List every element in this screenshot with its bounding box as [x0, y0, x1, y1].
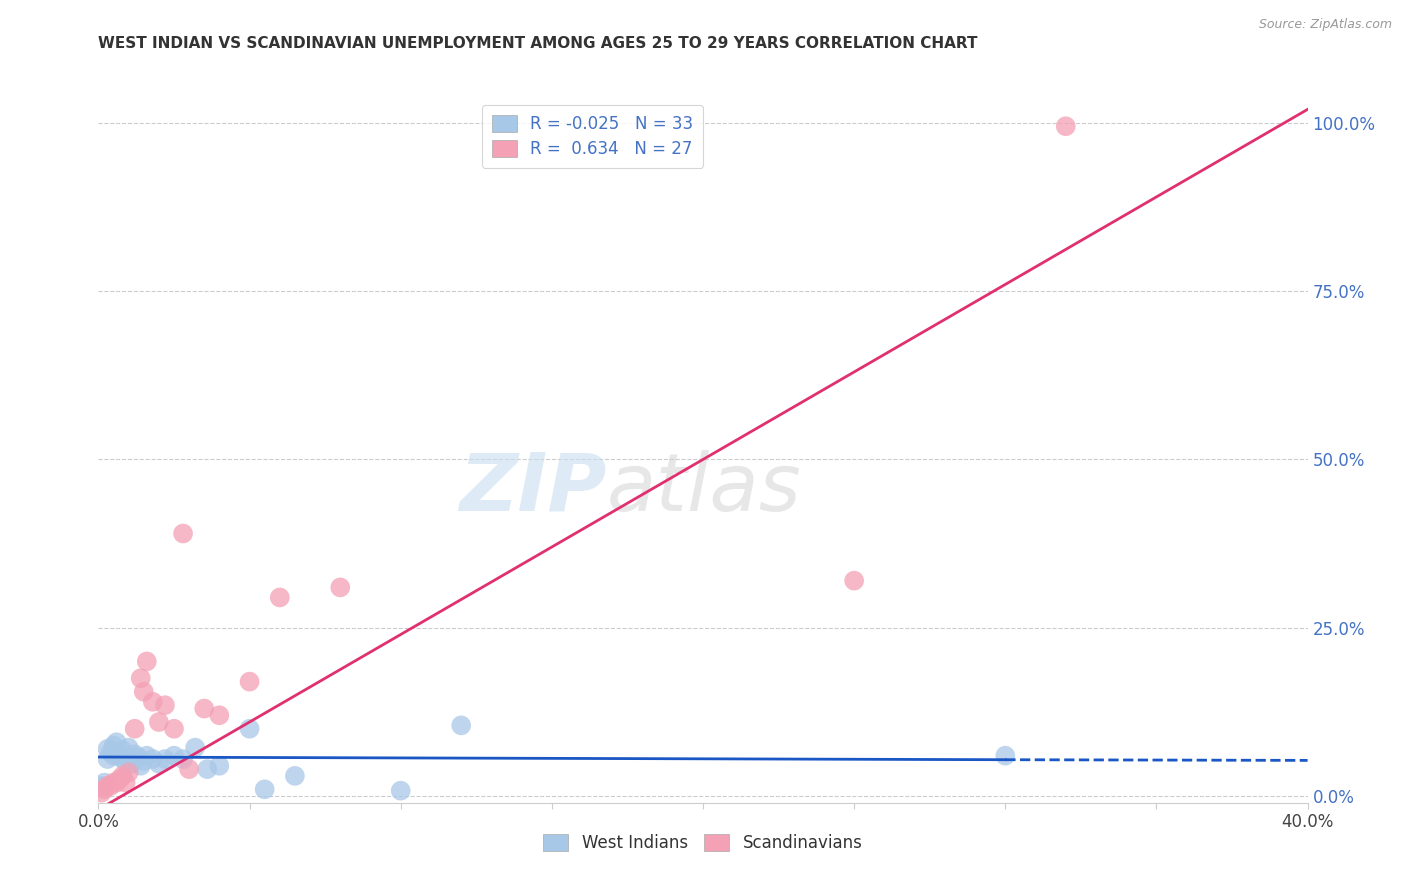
Point [193, 701, 215, 715]
Point [239, 674, 262, 689]
Point [114, 775, 136, 789]
Point [114, 756, 136, 770]
Point [103, 748, 125, 763]
Point [111, 769, 134, 783]
Point [450, 718, 472, 732]
Point [118, 765, 141, 780]
Point [90, 786, 112, 800]
Point [93, 775, 115, 789]
Point [195, 762, 218, 776]
Point [329, 580, 352, 594]
Point [100, 745, 122, 759]
Point [148, 714, 170, 729]
Point [93, 782, 115, 797]
Point [253, 782, 276, 797]
Legend: West Indians, Scandinavians: West Indians, Scandinavians [537, 827, 869, 859]
Point [100, 779, 122, 793]
Point [1054, 120, 1077, 134]
Point [103, 739, 125, 753]
Point [121, 756, 143, 771]
Point [129, 671, 152, 685]
Point [90, 779, 112, 793]
Text: atlas: atlas [606, 450, 801, 528]
Text: WEST INDIAN VS SCANDINAVIAN UNEMPLOYMENT AMONG AGES 25 TO 29 YEARS CORRELATION C: WEST INDIAN VS SCANDINAVIAN UNEMPLOYMENT… [98, 36, 979, 51]
Point [129, 758, 152, 772]
Point [208, 708, 231, 723]
Point [163, 722, 186, 736]
Point [208, 758, 231, 772]
Point [153, 752, 176, 766]
Point [142, 695, 165, 709]
Point [994, 748, 1017, 763]
Point [135, 748, 157, 763]
Point [269, 591, 291, 605]
Point [127, 750, 149, 764]
Point [142, 752, 165, 766]
Point [124, 722, 146, 736]
Point [844, 574, 866, 588]
Point [96, 742, 118, 756]
Point [284, 769, 307, 783]
Point [108, 750, 131, 764]
Point [163, 748, 186, 763]
Point [124, 747, 146, 762]
Point [118, 740, 141, 755]
Point [118, 752, 141, 766]
Point [105, 735, 128, 749]
Point [105, 775, 128, 789]
Point [135, 655, 157, 669]
Point [148, 756, 170, 771]
Point [172, 526, 194, 541]
Point [184, 740, 207, 755]
Point [96, 752, 118, 766]
Point [153, 698, 176, 713]
Text: ZIP: ZIP [458, 450, 606, 528]
Point [389, 783, 412, 797]
Point [132, 754, 155, 768]
Point [132, 684, 155, 698]
Point [111, 743, 134, 757]
Point [172, 752, 194, 766]
Point [179, 762, 201, 776]
Text: Source: ZipAtlas.com: Source: ZipAtlas.com [1258, 18, 1392, 31]
Point [103, 775, 125, 789]
Point [96, 779, 118, 793]
Point [108, 772, 131, 787]
Point [239, 722, 262, 736]
